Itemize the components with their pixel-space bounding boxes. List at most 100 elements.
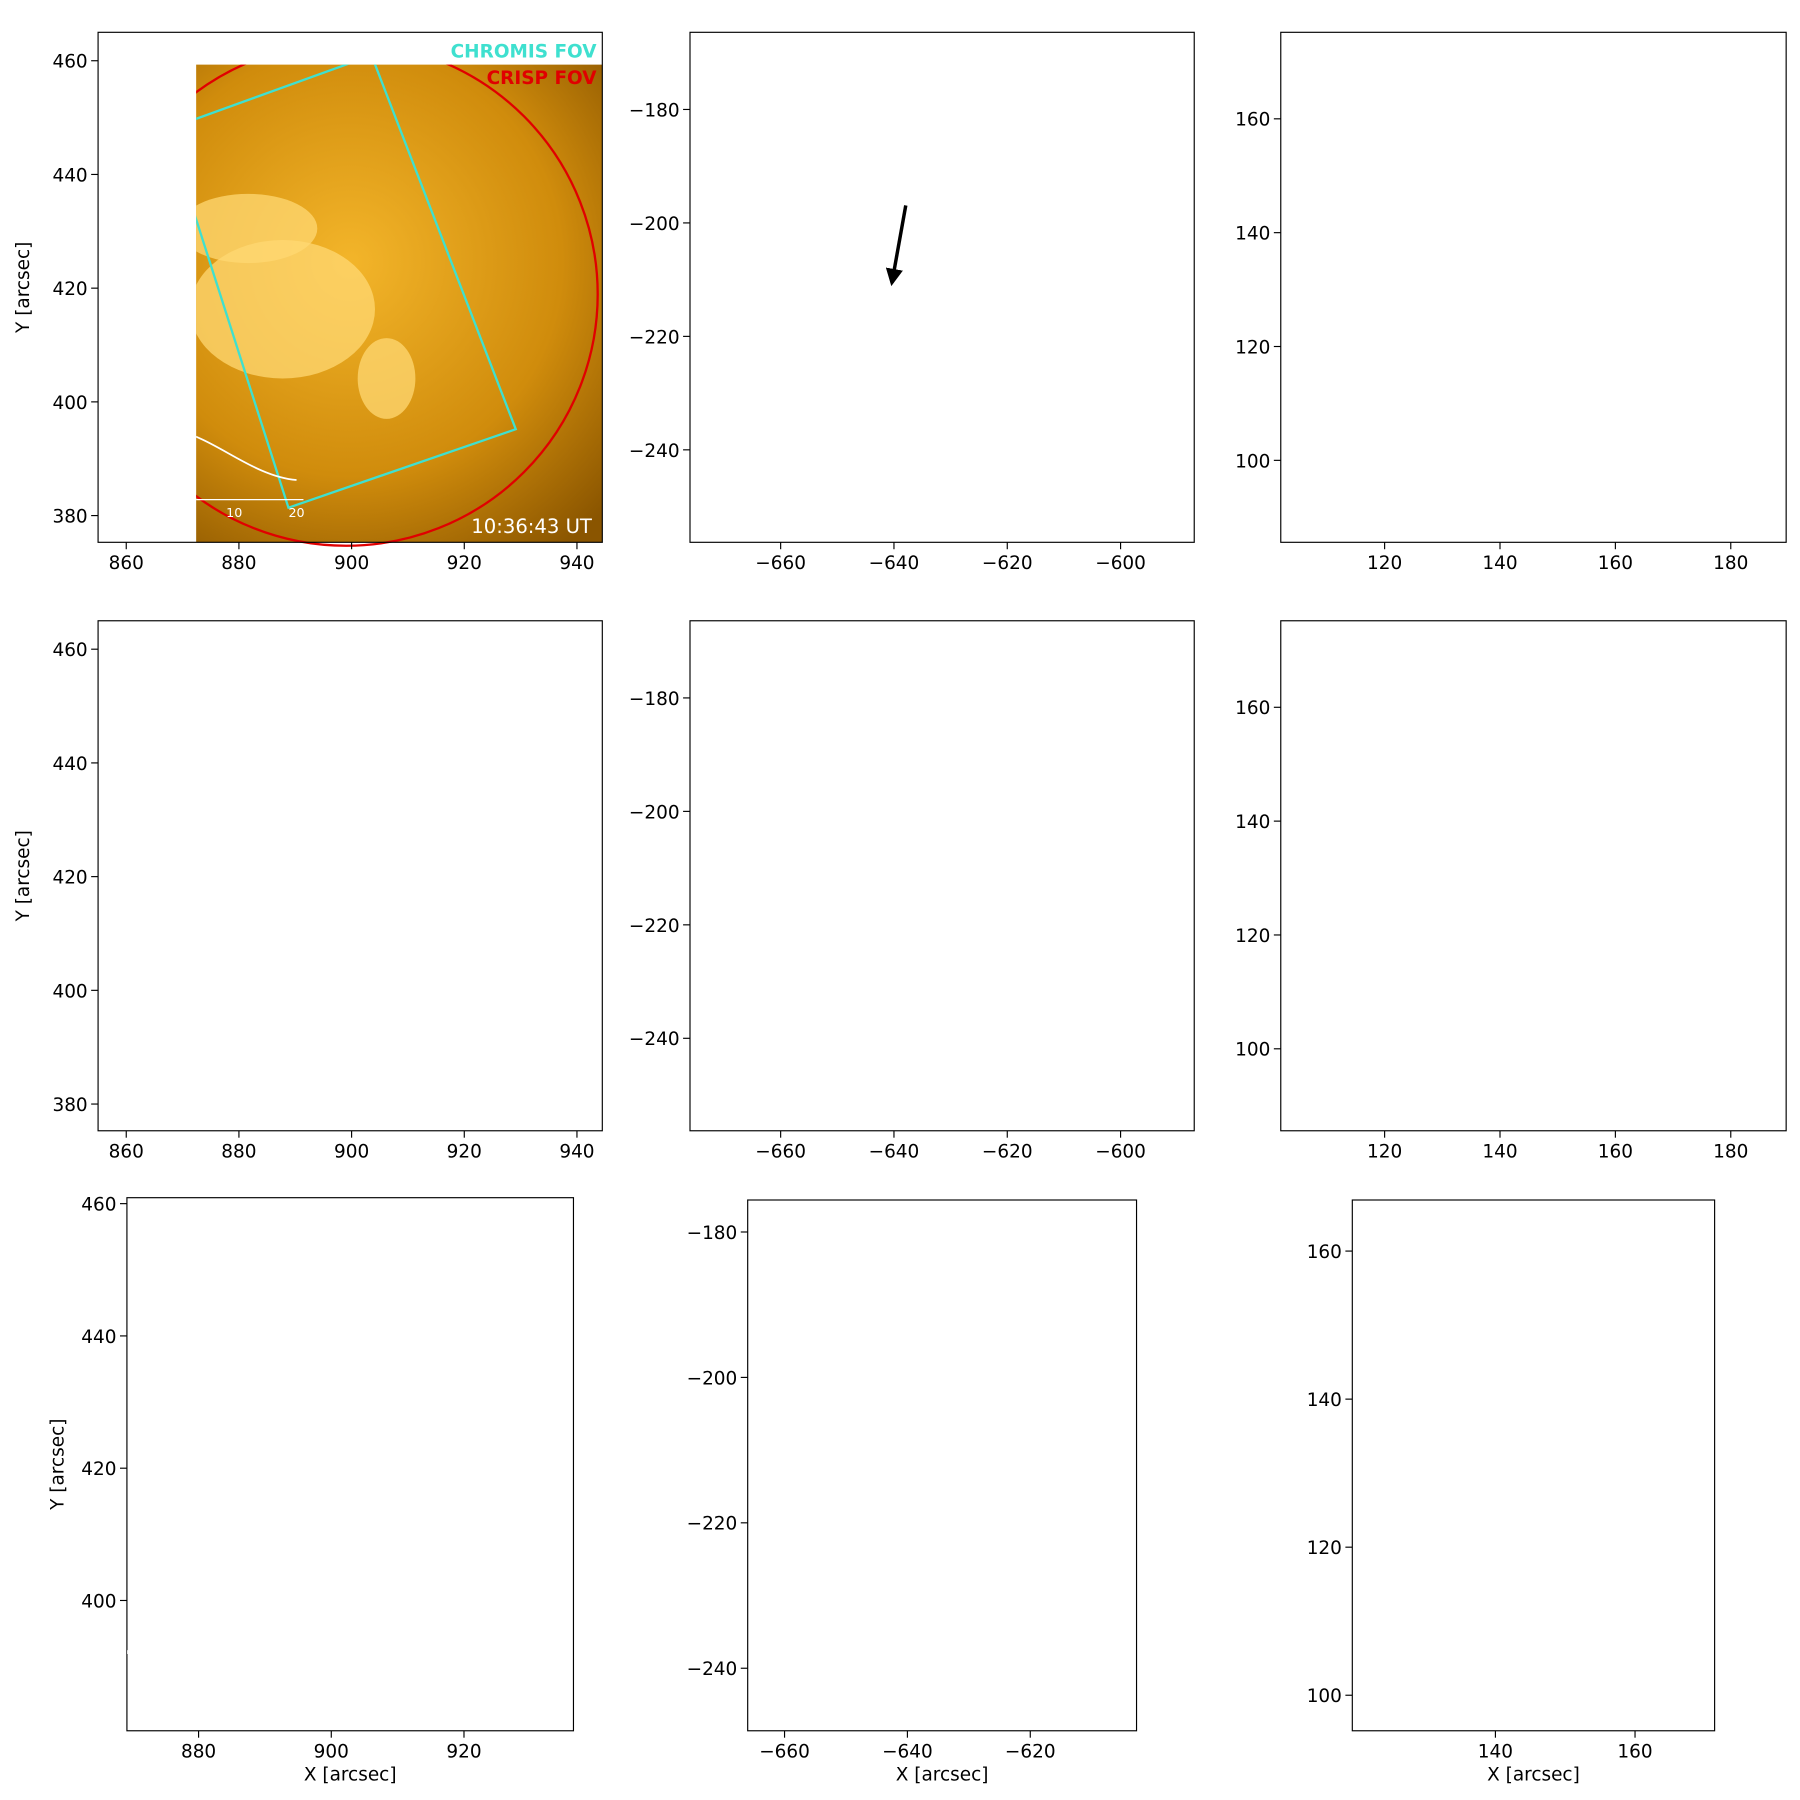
axes-frame — [747, 1199, 1138, 1732]
inset-tick-label: 20 — [878, 505, 894, 520]
bright-region — [1558, 217, 1627, 355]
y-tick-label: 440 — [81, 1327, 116, 1348]
axes-frame — [1351, 1199, 1716, 1732]
inset-tick-label: 0 — [790, 505, 798, 520]
annotation-arrow — [1435, 1414, 1495, 1490]
bright-region — [702, 136, 817, 274]
light-curve — [1302, 432, 1448, 500]
y-tick-label: 140 — [1235, 812, 1270, 833]
x-axis-label: X [arcsec] — [1487, 1764, 1580, 1785]
axes-frame — [97, 31, 603, 543]
black-background — [1281, 621, 1786, 1131]
y-tick-label: −180 — [629, 100, 680, 121]
y-tick-label: −240 — [687, 1659, 738, 1680]
x-tick-label: 900 — [314, 1741, 349, 1762]
annotation-arrow — [188, 1513, 209, 1622]
peak-marker — [168, 427, 177, 436]
inset-tick-label: −20 — [693, 505, 720, 520]
bright-region — [1292, 102, 1454, 240]
panel: (e) F2 Ca II 8542 core 08:44:17 UT −660 −64… — [629, 620, 1205, 1162]
panel-image: FOV of Fig. 5 — [1352, 1200, 1714, 1731]
panel-image: 0 10 20 171 — [1281, 32, 1789, 550]
y-tick-label: 400 — [52, 981, 87, 1002]
x-axis-label: X [arcsec] — [304, 1764, 397, 1785]
fov-legend: CHROMIS FOV — [451, 42, 598, 63]
x-tick-label: 920 — [446, 1741, 481, 1762]
inset-tick-label: −10 — [737, 505, 764, 520]
panel-title: (g) F1 Hβ 4861 core — [136, 1204, 321, 1225]
x-tick-label: −600 — [1095, 553, 1146, 574]
annotation-arrow — [259, 1373, 341, 1401]
panel-time: 08:44:05 UT — [1063, 515, 1185, 538]
y-tick-label: 100 — [1235, 451, 1270, 472]
bright-region — [1662, 194, 1777, 402]
x-tick-label: 920 — [447, 1141, 482, 1162]
x-tick-label: −660 — [759, 1741, 810, 1762]
bright-region — [802, 718, 1020, 1004]
aia-background — [690, 32, 1194, 542]
y-tick-label: 100 — [1235, 1040, 1270, 1061]
panel-title: (h) F2 Hβ 4861 core — [757, 1206, 942, 1227]
x-tick-label: −660 — [755, 1141, 806, 1162]
y-tick-label: 460 — [81, 1195, 116, 1216]
chromis-fov — [1408, 88, 1658, 470]
y-tick-label: 440 — [52, 754, 87, 775]
axes-frame — [689, 31, 1195, 543]
peak-marker — [1320, 427, 1329, 436]
y-tick-label: 160 — [1235, 110, 1270, 131]
bright-region — [782, 263, 990, 355]
annotation-arrow — [1435, 1486, 1564, 1558]
panel-time: 10:36:55 UT — [471, 1104, 593, 1127]
bright-region — [357, 338, 416, 419]
y-tick-label: 120 — [1235, 926, 1270, 947]
bright-ribbon — [950, 1454, 1065, 1523]
x-tick-label: 160 — [1598, 1141, 1633, 1162]
inset-label: 171 — [703, 512, 727, 527]
panel-time: 10:36:43 UT — [471, 515, 593, 538]
annotation-arrow — [338, 1374, 380, 1515]
panel: FOV of Fig. 3 (g) F1 Hβ 4861 core 10:37:05… — [47, 1195, 575, 1785]
inset-tick-label: 20 — [288, 505, 304, 520]
y-tick-label: −240 — [629, 441, 680, 462]
x-tick-label: 140 — [1482, 553, 1517, 574]
y-tick-label: 380 — [52, 507, 87, 528]
panel-time: 12:36:01 UT — [1655, 515, 1777, 538]
y-tick-label: 420 — [52, 279, 87, 300]
panel-title: (b) F2 AIA 171 — [699, 38, 831, 59]
y-tick-label: −200 — [629, 802, 680, 823]
y-axis-label: Y [arcsec] — [47, 1419, 68, 1511]
bright-region — [196, 240, 375, 379]
panel-time: 08:44:17 UT — [1063, 1104, 1185, 1127]
y-tick-label: −220 — [629, 916, 680, 937]
y-tick-label: −240 — [629, 1029, 680, 1050]
x-tick-label: −600 — [1095, 1141, 1146, 1162]
x-tick-label: −640 — [882, 1741, 933, 1762]
inset-label: 171 — [1295, 512, 1319, 527]
chromis-fov — [196, 64, 518, 510]
crisp-fov — [196, 64, 599, 547]
x-tick-label: 860 — [109, 553, 144, 574]
x-tick-label: 920 — [447, 553, 482, 574]
x-tick-label: 160 — [1598, 553, 1633, 574]
x-tick-label: 180 — [1713, 1141, 1748, 1162]
zoom-box — [1528, 1398, 1619, 1487]
inset-label: 171 — [109, 512, 133, 527]
black-background — [1352, 1200, 1714, 1731]
y-tick-label: −220 — [687, 1514, 738, 1535]
y-tick-label: −180 — [629, 689, 680, 710]
y-tick-label: 400 — [81, 1591, 116, 1612]
y-tick-label: 120 — [1307, 1538, 1342, 1559]
panel-image — [690, 621, 1205, 1136]
sunspot — [748, 944, 852, 1036]
fov-label: FOV of Fig. 4 — [992, 1678, 1126, 1699]
inset-tick-label: 10 — [226, 505, 242, 520]
crisp-fov — [1292, 54, 1788, 550]
black-background — [98, 621, 602, 1131]
axes-frame — [1280, 31, 1787, 543]
panel-image: FOV of Fig. 4 — [748, 1200, 1137, 1731]
annotation: ribbons — [1373, 1529, 1481, 1559]
y-tick-label: 140 — [1235, 224, 1270, 245]
panel-image: −10 0 10 20 171 — [109, 64, 603, 547]
